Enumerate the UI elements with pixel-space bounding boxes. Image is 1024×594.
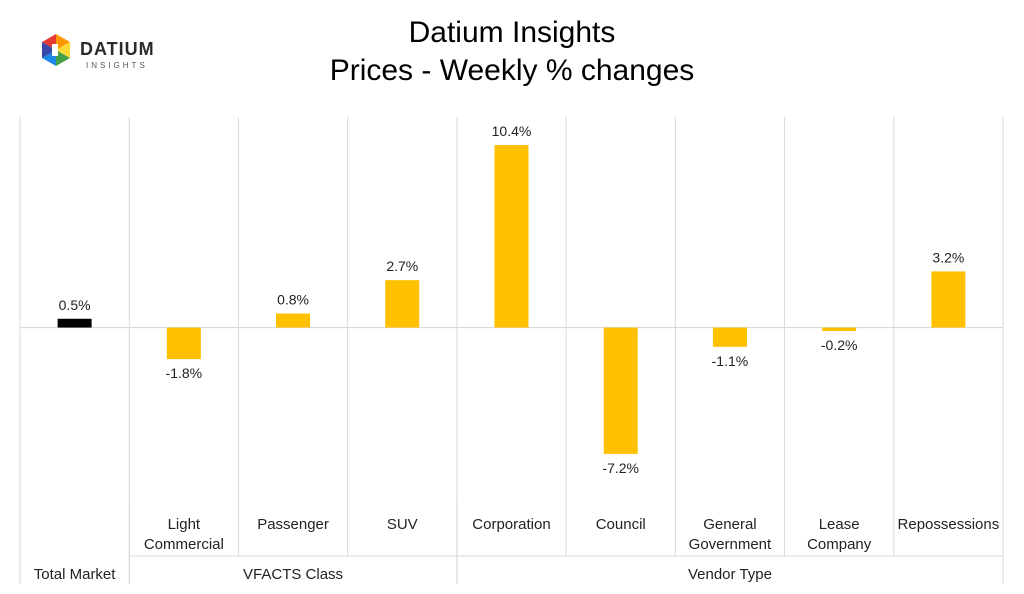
category-tick-label: Repossessions: [898, 516, 1000, 533]
bar: [276, 313, 311, 328]
data-label: 3.2%: [932, 249, 964, 265]
data-label: -0.2%: [821, 337, 858, 353]
datium-logo: DATIUM INSIGHTS: [42, 34, 155, 70]
data-label: 10.4%: [492, 123, 532, 139]
data-label: -7.2%: [602, 460, 639, 476]
data-label: -1.8%: [166, 365, 203, 381]
group-label: Total Market: [34, 566, 117, 583]
category-tick-label: Corporation: [472, 516, 550, 533]
bar: [712, 327, 747, 347]
logo-mark-icon: [42, 34, 70, 66]
bar: [166, 327, 201, 360]
category-tick-label: SUV: [387, 516, 418, 533]
category-tick-label: Government: [689, 536, 772, 553]
data-label: -1.1%: [712, 353, 749, 369]
bar: [57, 318, 92, 328]
logo-wordmark: DATIUM: [80, 39, 155, 59]
category-tick-label: Lease: [819, 516, 860, 533]
group-label: VFACTS Class: [243, 566, 343, 583]
logo-subtext: INSIGHTS: [86, 61, 148, 70]
bar: [385, 280, 420, 328]
category-tick-label: Council: [596, 516, 646, 533]
bar: [822, 327, 857, 332]
category-tick-label: Light: [168, 516, 201, 533]
bar: [931, 271, 966, 328]
bar: [603, 327, 638, 454]
chart-subtitle: Prices - Weekly % changes: [329, 54, 695, 87]
category-tick-label: Company: [807, 536, 872, 553]
data-label: 0.5%: [59, 297, 91, 313]
category-tick-label: General: [703, 516, 756, 533]
data-label: 2.7%: [386, 258, 418, 274]
bar: [494, 145, 529, 328]
chart-title: Datium Insights: [408, 16, 616, 49]
group-label: Vendor Type: [688, 566, 772, 583]
category-tick-label: Commercial: [144, 536, 224, 553]
data-label: 0.8%: [277, 292, 309, 308]
category-tick-label: Passenger: [257, 516, 329, 533]
chart-title-block: Datium Insights Prices - Weekly % change…: [0, 14, 1024, 90]
